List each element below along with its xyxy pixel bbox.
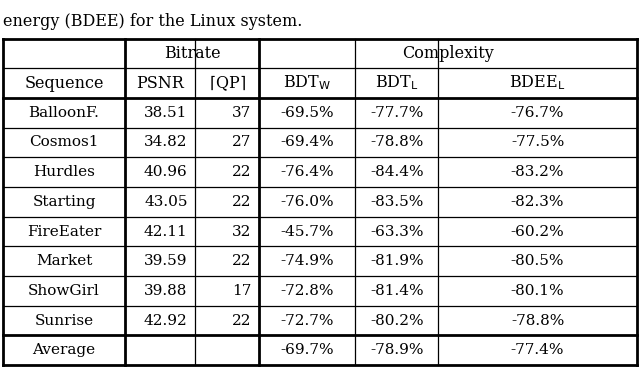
Text: -78.9%: -78.9% — [370, 343, 424, 357]
Text: -60.2%: -60.2% — [511, 225, 564, 239]
Text: 39.88: 39.88 — [144, 284, 188, 298]
Text: -82.3%: -82.3% — [511, 195, 564, 209]
Text: Hurdles: Hurdles — [33, 165, 95, 179]
Text: 22: 22 — [232, 165, 252, 179]
Text: BDT$_\mathsf{W}$: BDT$_\mathsf{W}$ — [283, 74, 332, 92]
Text: -63.3%: -63.3% — [370, 225, 424, 239]
Text: 38.51: 38.51 — [144, 106, 188, 120]
Text: ShowGirl: ShowGirl — [28, 284, 100, 298]
Text: BalloonF.: BalloonF. — [29, 106, 99, 120]
Text: Market: Market — [36, 254, 92, 268]
Text: Cosmos1: Cosmos1 — [29, 135, 99, 149]
Text: -81.9%: -81.9% — [370, 254, 424, 268]
Text: -74.9%: -74.9% — [280, 254, 334, 268]
Text: 43.05: 43.05 — [144, 195, 188, 209]
Text: -69.5%: -69.5% — [280, 106, 334, 120]
Text: -76.4%: -76.4% — [280, 165, 334, 179]
Text: -69.4%: -69.4% — [280, 135, 334, 149]
Text: -78.8%: -78.8% — [370, 135, 424, 149]
Text: -72.7%: -72.7% — [280, 314, 334, 328]
Text: 39.59: 39.59 — [144, 254, 188, 268]
Text: -76.0%: -76.0% — [280, 195, 334, 209]
Text: 40.96: 40.96 — [144, 165, 188, 179]
Text: 17: 17 — [232, 284, 252, 298]
Text: 34.82: 34.82 — [144, 135, 188, 149]
Text: -83.5%: -83.5% — [370, 195, 424, 209]
Text: BDT$_\mathsf{L}$: BDT$_\mathsf{L}$ — [375, 74, 419, 92]
Text: -45.7%: -45.7% — [280, 225, 334, 239]
Text: -77.5%: -77.5% — [511, 135, 564, 149]
Text: -80.2%: -80.2% — [370, 314, 424, 328]
Text: 42.92: 42.92 — [144, 314, 188, 328]
Text: Complexity: Complexity — [402, 45, 494, 62]
Text: -84.4%: -84.4% — [370, 165, 424, 179]
Text: PSNR: PSNR — [136, 75, 184, 92]
Text: 22: 22 — [232, 254, 252, 268]
Text: Starting: Starting — [32, 195, 96, 209]
Text: -72.8%: -72.8% — [280, 284, 334, 298]
Text: Bitrate: Bitrate — [164, 45, 220, 62]
Text: $\lceil$QP$\rceil$: $\lceil$QP$\rceil$ — [209, 73, 246, 93]
Text: -80.5%: -80.5% — [511, 254, 564, 268]
Text: 22: 22 — [232, 195, 252, 209]
Text: -81.4%: -81.4% — [370, 284, 424, 298]
Text: FireEater: FireEater — [27, 225, 101, 239]
Text: -77.7%: -77.7% — [370, 106, 424, 120]
Text: -69.7%: -69.7% — [280, 343, 334, 357]
Text: 32: 32 — [232, 225, 252, 239]
Text: 42.11: 42.11 — [144, 225, 188, 239]
Text: BDEE$_\mathsf{L}$: BDEE$_\mathsf{L}$ — [509, 74, 566, 92]
Text: 22: 22 — [232, 314, 252, 328]
Text: 37: 37 — [232, 106, 252, 120]
Text: Sunrise: Sunrise — [35, 314, 93, 328]
Text: -78.8%: -78.8% — [511, 314, 564, 328]
Text: energy (BDEE) for the Linux system.: energy (BDEE) for the Linux system. — [3, 13, 303, 30]
Text: Average: Average — [33, 343, 95, 357]
Text: -80.1%: -80.1% — [511, 284, 564, 298]
Text: Sequence: Sequence — [24, 75, 104, 92]
Text: -83.2%: -83.2% — [511, 165, 564, 179]
Text: -77.4%: -77.4% — [511, 343, 564, 357]
Text: -76.7%: -76.7% — [511, 106, 564, 120]
Text: 27: 27 — [232, 135, 252, 149]
